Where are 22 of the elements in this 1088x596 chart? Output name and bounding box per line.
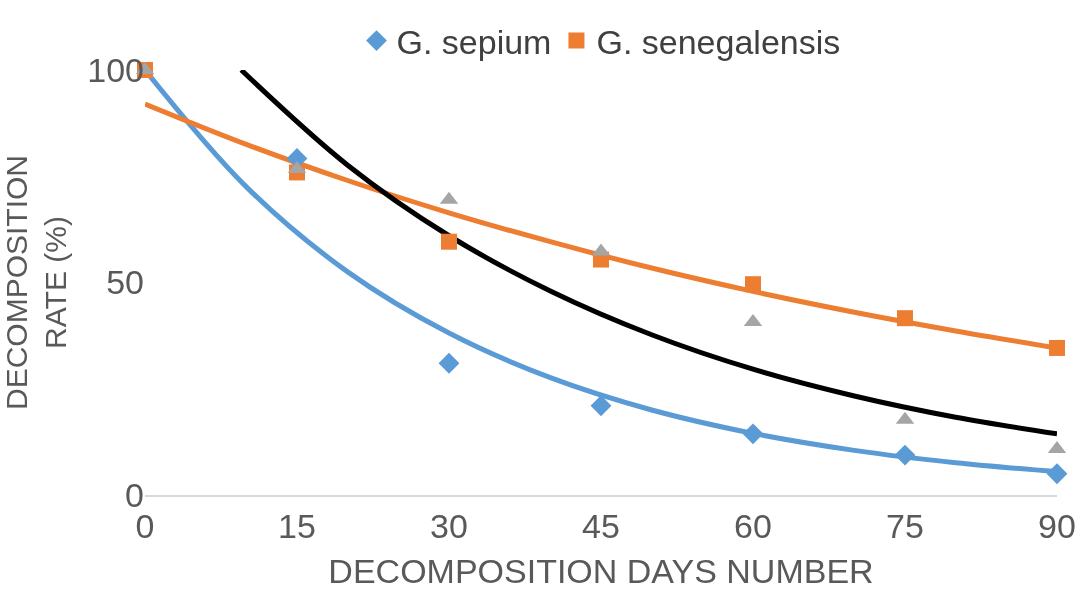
point: [1049, 339, 1065, 356]
x-tick-label: 90: [1038, 506, 1076, 545]
point: [590, 395, 612, 417]
y-tick-label: 100: [87, 50, 144, 89]
x-tick-label: 15: [278, 506, 316, 545]
legend-label: G. sepium: [396, 22, 552, 61]
x-axis-title: DECOMPOSITION DAYS NUMBER: [328, 551, 874, 590]
point: [441, 233, 457, 250]
point: [742, 423, 764, 445]
point: [438, 352, 460, 374]
x-tick-label: 45: [582, 506, 620, 545]
point: [897, 310, 913, 327]
x-tick-label: 75: [886, 506, 924, 545]
y-tick-label: 0: [125, 475, 144, 514]
y-tick-label: 50: [106, 263, 144, 302]
y-axis-title: DECOMPOSITION RATE (%): [0, 154, 72, 411]
x-tick-label: 30: [430, 506, 468, 545]
point: [745, 276, 761, 293]
point: [1046, 463, 1068, 485]
legend-label: G. senegalensis: [596, 22, 841, 61]
x-tick-label: 60: [734, 506, 772, 545]
point: [894, 444, 916, 466]
